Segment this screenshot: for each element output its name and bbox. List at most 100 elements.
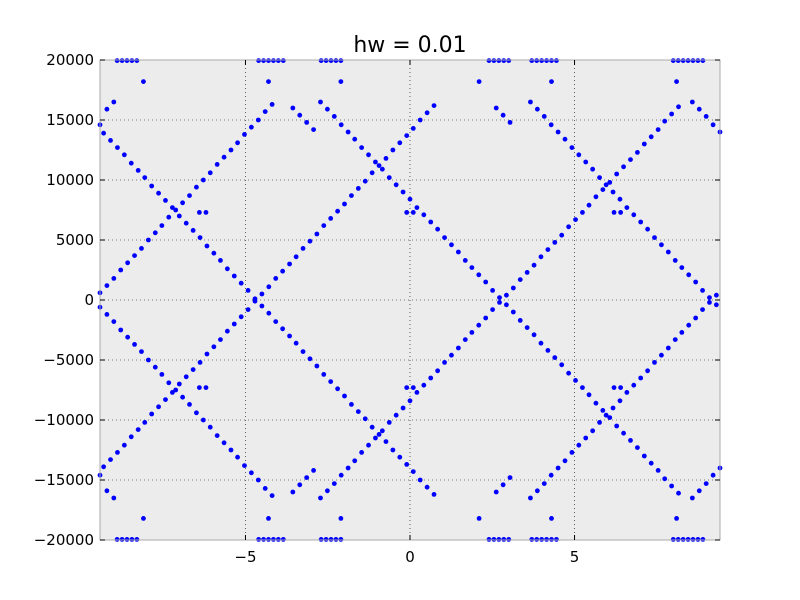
scatter-point — [194, 184, 199, 190]
scatter-point — [134, 537, 140, 542]
scatter-point — [583, 159, 589, 165]
scatter-point — [442, 360, 447, 365]
scatter-point — [548, 122, 554, 128]
scatter-point — [559, 362, 565, 368]
scatter-point — [134, 58, 140, 63]
scatter-point — [318, 537, 324, 542]
scatter-point — [491, 537, 497, 542]
scatter-point — [407, 398, 413, 404]
scatter-point — [506, 58, 512, 63]
scatter-point — [121, 152, 127, 158]
scatter-point — [125, 260, 131, 266]
scatter-point — [338, 537, 344, 542]
scatter-point — [214, 433, 220, 438]
scatter-point — [695, 537, 701, 542]
scatter-point — [376, 163, 382, 169]
scatter-point — [311, 127, 316, 132]
scatter-point — [104, 106, 110, 112]
scatter-point — [345, 129, 351, 135]
scatter-point — [156, 190, 161, 196]
scatter-point — [111, 99, 117, 105]
scatter-point — [685, 58, 691, 63]
scatter-point — [641, 141, 647, 147]
scatter-point — [621, 430, 626, 436]
scatter-point — [634, 150, 640, 155]
scatter-point — [428, 375, 434, 381]
scatter-point — [269, 493, 275, 498]
scatter-point — [675, 537, 681, 542]
scatter-point — [119, 58, 125, 63]
scatter-point — [628, 438, 633, 443]
scatter-point — [169, 390, 175, 395]
scatter-point — [203, 385, 209, 390]
scatter-point — [573, 378, 578, 383]
scatter-point — [641, 453, 647, 459]
scatter-point — [685, 537, 691, 542]
scatter-point — [529, 58, 535, 63]
scatter-point — [111, 495, 117, 501]
scatter-point — [393, 412, 399, 418]
scatter-point — [261, 58, 266, 63]
scatter-point — [693, 279, 699, 285]
scatter-point — [496, 58, 502, 63]
scatter-point — [349, 193, 354, 199]
scatter-point — [562, 136, 568, 142]
scatter-point — [304, 475, 310, 480]
scatter-point — [689, 99, 695, 105]
y-tick-label: 20000 — [46, 51, 94, 69]
scatter-point — [624, 390, 630, 395]
scatter-point — [359, 450, 365, 455]
scatter-point — [414, 390, 420, 395]
scatter-point — [139, 349, 144, 354]
scatter-point — [510, 309, 516, 315]
scatter-point — [707, 300, 712, 305]
scatter-point — [169, 205, 175, 211]
scatter-point — [118, 267, 124, 273]
scatter-point — [628, 157, 633, 163]
scatter-point — [362, 416, 368, 422]
scatter-point — [690, 58, 696, 63]
scatter-point — [345, 465, 351, 471]
scatter-point — [549, 79, 554, 84]
scatter-point — [390, 447, 396, 453]
scatter-point — [214, 162, 220, 167]
scatter-point — [355, 186, 361, 191]
scatter-point — [314, 231, 320, 237]
scatter-point — [224, 328, 230, 334]
scatter-point — [421, 382, 427, 388]
scatter-point — [442, 235, 447, 241]
scatter-point — [383, 439, 389, 444]
scatter-point — [695, 58, 701, 63]
scatter-point — [544, 58, 549, 63]
scatter-point — [483, 315, 489, 321]
scatter-point — [541, 114, 547, 119]
scatter-point — [610, 189, 616, 195]
scatter-point — [675, 58, 681, 63]
scatter-point — [311, 468, 316, 473]
scatter-point — [290, 105, 296, 111]
scatter-point — [135, 168, 141, 173]
scatter-point — [271, 58, 276, 63]
scatter-point — [197, 360, 203, 365]
scatter-point — [318, 99, 323, 105]
scatter-point — [549, 58, 554, 63]
scatter-point — [400, 189, 406, 195]
scatter-point — [696, 106, 702, 112]
scatter-point — [700, 58, 706, 63]
scatter-point — [455, 249, 461, 255]
scatter-point — [593, 194, 599, 200]
scatter-point — [538, 254, 544, 260]
scatter-point — [176, 213, 182, 219]
scatter-point — [266, 284, 272, 290]
scatter-point — [449, 242, 454, 248]
scatter-point — [517, 318, 523, 323]
scatter-point — [431, 492, 437, 497]
scatter-point — [504, 292, 509, 298]
scatter-point — [462, 337, 468, 342]
scatter-point — [569, 450, 575, 455]
scatter-point — [676, 490, 681, 496]
scatter-point — [108, 457, 113, 462]
y-tick-label: −5000 — [43, 351, 94, 369]
scatter-point — [617, 196, 623, 202]
scatter-point — [141, 516, 146, 521]
